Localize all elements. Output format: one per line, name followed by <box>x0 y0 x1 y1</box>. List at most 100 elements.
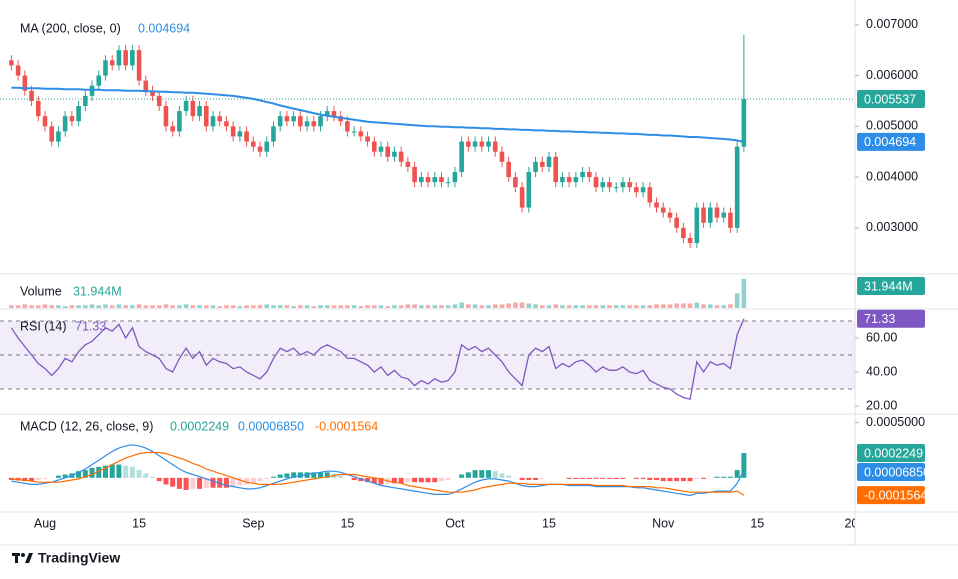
histogram-bar <box>378 477 384 485</box>
candle-body <box>264 141 270 152</box>
candle-body <box>136 50 142 81</box>
histogram-bar <box>600 477 606 479</box>
volume-bar <box>304 305 310 308</box>
volume-bar <box>553 304 559 308</box>
volume-bar <box>9 305 14 308</box>
price-label-box <box>857 277 925 295</box>
logo-mark <box>15 553 18 563</box>
price-label-box <box>857 486 925 505</box>
volume-bar <box>492 304 498 308</box>
volume-bar <box>237 306 243 308</box>
volume-bar <box>56 305 61 308</box>
candle-body <box>701 207 706 223</box>
candle-body <box>546 156 552 167</box>
candle-body <box>251 141 256 147</box>
histogram-bar <box>197 477 203 489</box>
y-tick-label: 0.0005000 <box>866 415 925 429</box>
histogram-bar <box>741 453 747 478</box>
candle-body <box>83 95 88 107</box>
histogram-bar <box>324 472 330 478</box>
volume-bar <box>345 305 350 308</box>
volume-bar <box>264 304 270 308</box>
histogram-bar <box>519 477 525 481</box>
candle-body <box>728 212 733 228</box>
volume-bar <box>405 304 411 308</box>
histogram-bar <box>237 477 243 486</box>
volume-bar <box>324 305 330 308</box>
histogram-bar <box>176 477 182 489</box>
candle-body <box>49 126 55 142</box>
candle-body <box>506 161 511 178</box>
x-tick-label: Aug <box>34 516 56 530</box>
candle-body <box>492 141 498 152</box>
candle-body <box>15 65 21 76</box>
volume-bar <box>721 305 727 308</box>
candle-body <box>284 116 290 122</box>
volume-bar <box>392 305 397 308</box>
volume-bar <box>284 305 290 308</box>
volume-bar <box>560 305 565 308</box>
candle-body <box>714 207 720 218</box>
candle-body <box>425 177 431 183</box>
histogram-bar <box>647 477 653 481</box>
candle-body <box>318 116 323 127</box>
candle-body <box>35 100 41 117</box>
price-label: 71.33 <box>864 312 895 326</box>
volume-bar <box>533 304 538 308</box>
histogram-bar <box>277 474 283 478</box>
histogram-bar <box>580 477 586 479</box>
candle-body <box>224 121 229 127</box>
candle-body <box>150 90 155 96</box>
histogram-bar <box>445 477 451 481</box>
volume-bar <box>634 305 639 308</box>
volume-bar <box>42 304 48 308</box>
volume-bar <box>486 305 491 308</box>
histogram-bar <box>102 465 108 478</box>
volume-bar <box>694 302 700 308</box>
histogram-bar <box>586 477 592 479</box>
candle-body <box>694 207 700 244</box>
volume-bar <box>244 305 249 308</box>
volume-bar <box>385 306 391 308</box>
candle-body <box>257 146 263 152</box>
candle-body <box>29 90 34 101</box>
histogram-bar <box>351 477 357 481</box>
volume-bar <box>230 305 236 308</box>
histogram-bar <box>150 476 156 478</box>
volume-bar <box>620 305 626 308</box>
histogram-bar <box>123 465 129 478</box>
candle-body <box>331 111 337 117</box>
histogram-bar <box>338 475 344 478</box>
volume-bar <box>358 306 364 308</box>
candle-body <box>190 100 196 117</box>
volume-bar <box>257 305 263 308</box>
y-tick-label: 0.007000 <box>866 17 918 31</box>
candle-body <box>660 207 666 213</box>
candle-body <box>687 237 693 244</box>
volume-bar <box>741 278 747 308</box>
histogram-bar <box>606 477 612 479</box>
brand-name: TradingView <box>38 550 120 566</box>
histogram-bar <box>526 477 532 481</box>
volume-bar <box>647 305 653 308</box>
candle-body <box>183 100 189 112</box>
volume-bar <box>479 305 485 308</box>
volume-bar <box>412 304 417 308</box>
price-label: 0.005537 <box>864 92 916 106</box>
volume-bar <box>130 305 135 308</box>
x-tick-label: 15 <box>542 516 556 530</box>
volume-bar <box>667 304 673 308</box>
histogram-bar <box>42 477 48 479</box>
volume-bar <box>513 302 518 308</box>
candle-body <box>472 141 478 147</box>
histogram-bar <box>250 477 256 484</box>
moving-average <box>11 86 745 143</box>
candle-body <box>466 141 471 147</box>
candle-body <box>116 50 122 66</box>
histogram-bar <box>35 477 41 481</box>
price-label: 31.944M <box>864 279 913 293</box>
volume-bar <box>351 305 357 308</box>
candle-body <box>533 161 538 173</box>
candle-body <box>271 126 276 142</box>
volume-bar <box>526 303 532 308</box>
